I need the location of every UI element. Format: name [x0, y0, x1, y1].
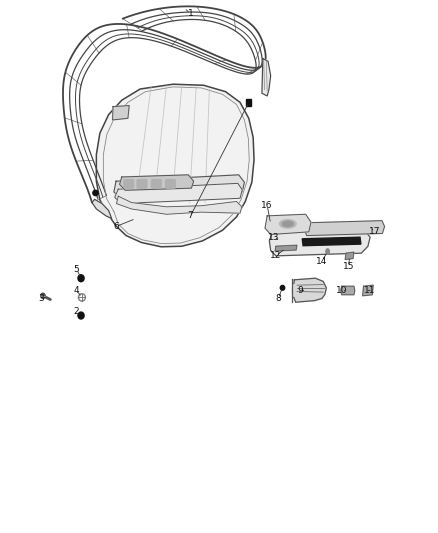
Ellipse shape	[282, 221, 293, 227]
Polygon shape	[262, 59, 271, 96]
Polygon shape	[363, 285, 373, 296]
Polygon shape	[114, 175, 244, 198]
Polygon shape	[345, 252, 354, 260]
Text: 9: 9	[297, 286, 303, 295]
Polygon shape	[275, 245, 297, 251]
Polygon shape	[115, 183, 242, 204]
FancyBboxPatch shape	[246, 99, 251, 106]
Text: 13: 13	[268, 233, 279, 241]
FancyBboxPatch shape	[166, 180, 175, 188]
Text: 5: 5	[74, 265, 80, 273]
Ellipse shape	[292, 285, 297, 296]
Text: 11: 11	[364, 286, 376, 295]
Text: 2: 2	[74, 308, 79, 316]
Text: 10: 10	[336, 286, 347, 295]
Text: 3: 3	[39, 294, 45, 303]
Ellipse shape	[78, 294, 85, 301]
Ellipse shape	[326, 249, 329, 254]
Text: 7: 7	[187, 212, 194, 220]
Text: 17: 17	[369, 228, 380, 236]
FancyBboxPatch shape	[152, 180, 161, 188]
Ellipse shape	[93, 190, 98, 196]
Polygon shape	[92, 199, 112, 219]
Text: 6: 6	[113, 222, 119, 231]
FancyBboxPatch shape	[124, 180, 134, 188]
Polygon shape	[304, 221, 385, 236]
FancyBboxPatch shape	[137, 180, 147, 188]
Polygon shape	[113, 106, 129, 120]
Text: 8: 8	[275, 294, 281, 303]
Text: 14: 14	[316, 257, 328, 265]
Ellipse shape	[280, 286, 285, 290]
Text: 4: 4	[74, 286, 79, 295]
Ellipse shape	[78, 312, 84, 319]
Ellipse shape	[41, 293, 45, 298]
Polygon shape	[96, 84, 254, 247]
Polygon shape	[341, 286, 355, 295]
Text: 12: 12	[270, 252, 282, 260]
Polygon shape	[117, 196, 242, 214]
Ellipse shape	[279, 220, 296, 228]
Polygon shape	[120, 175, 194, 190]
Polygon shape	[265, 214, 311, 235]
Polygon shape	[269, 230, 370, 256]
Ellipse shape	[80, 295, 84, 300]
Text: 16: 16	[261, 201, 273, 209]
Text: 15: 15	[343, 262, 354, 271]
Ellipse shape	[78, 275, 84, 281]
Polygon shape	[302, 237, 361, 246]
Text: 1: 1	[187, 9, 194, 18]
Polygon shape	[293, 278, 326, 302]
